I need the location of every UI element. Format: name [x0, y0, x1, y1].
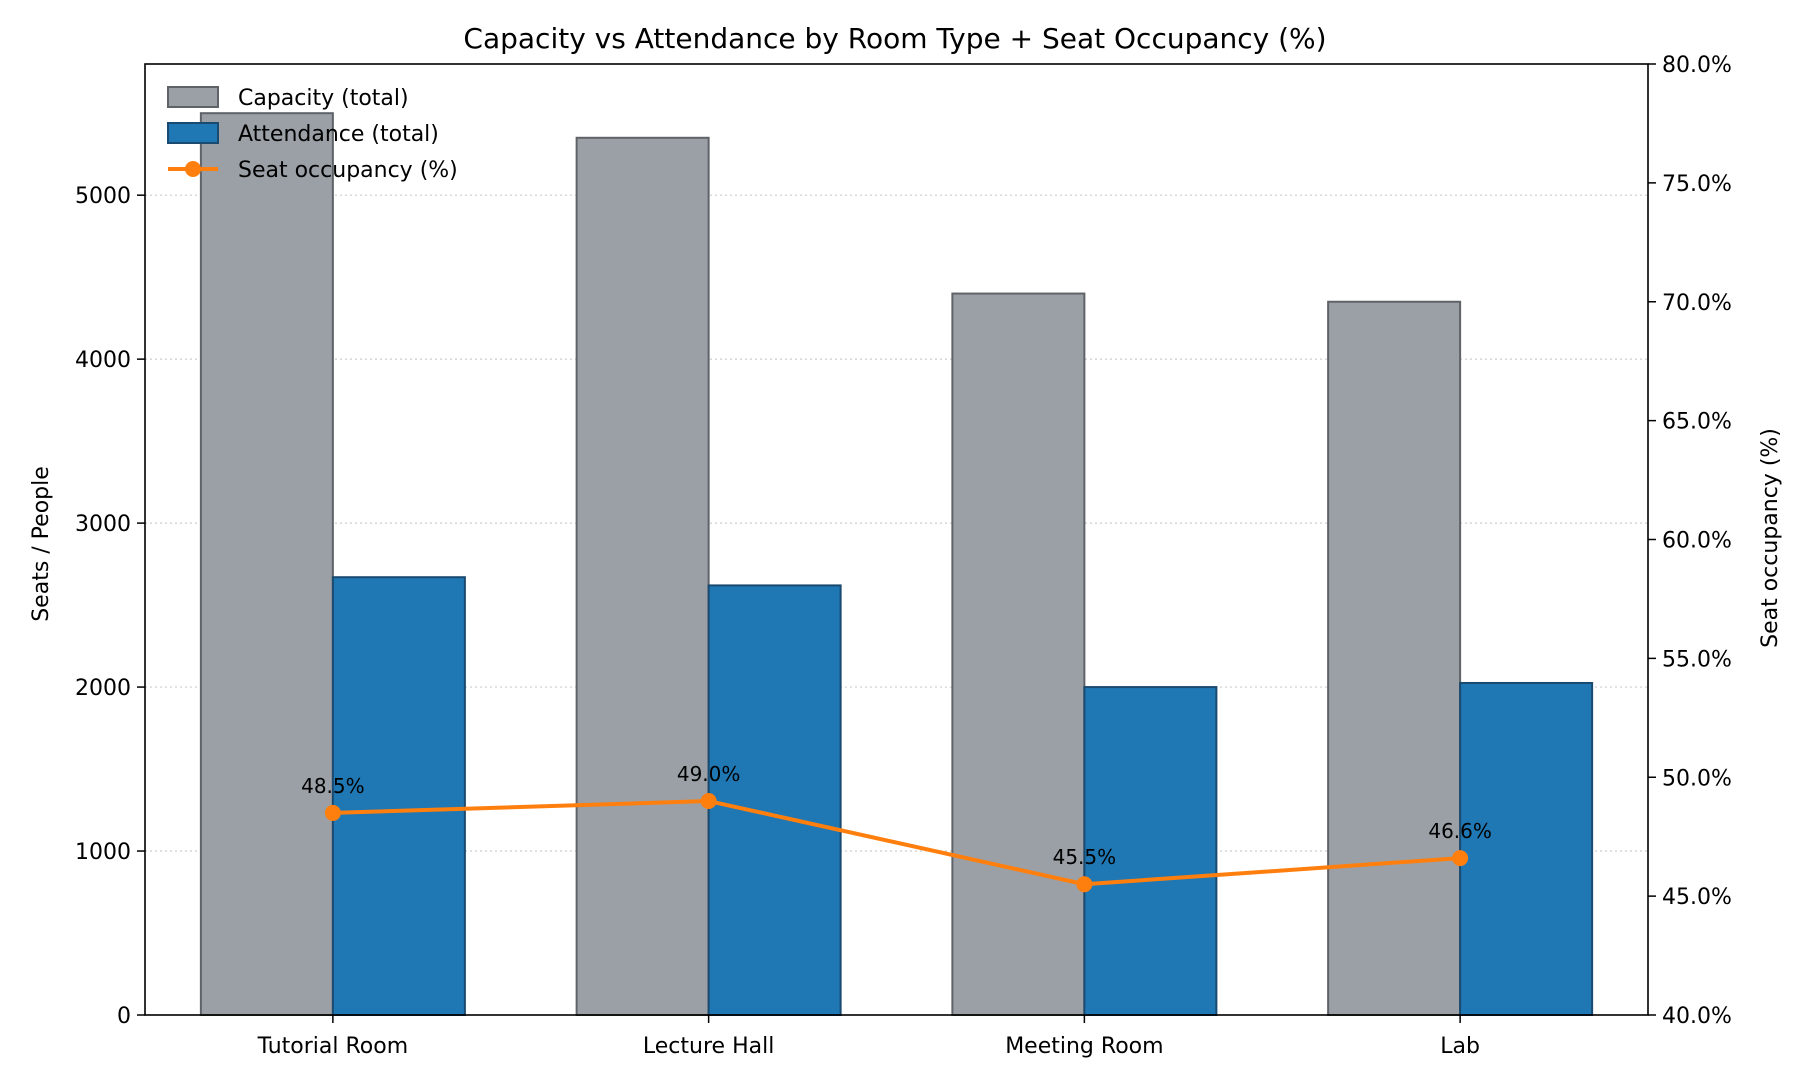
occupancy-line-path — [332, 799, 1461, 887]
legend: Capacity (total) Attendance (total) Seat o… — [167, 86, 458, 183]
attendance-bar — [331, 576, 466, 1017]
y2-tick-label: 75.0% — [1662, 172, 1732, 197]
occupancy-data-label: 46.6% — [1428, 819, 1492, 843]
capacity-bar — [951, 292, 1086, 1017]
y-tick-label: 0 — [117, 1004, 131, 1029]
y-axis-title: Seats / People — [29, 466, 54, 622]
attendance-bar — [707, 584, 842, 1016]
legend-swatch-attendance — [167, 122, 219, 144]
occupancy-point — [1076, 876, 1093, 893]
x-tick-label: Lecture Hall — [643, 1034, 774, 1059]
attendance-bar — [1083, 686, 1218, 1016]
occupancy-data-label: 49.0% — [677, 762, 741, 786]
y2-tick-label: 45.0% — [1662, 885, 1732, 910]
legend-label-capacity: Capacity (total) — [238, 86, 409, 111]
y2-axis-title: Seat occupancy (%) — [1758, 428, 1783, 648]
occupancy-line — [324, 793, 1469, 893]
axes: 0 1000 2000 3000 4000 5000 40.0% 45.0% 50.0% 55.0… — [75, 53, 1732, 1059]
capacity-bar — [575, 136, 710, 1016]
legend-swatch-occupancy-marker — [185, 161, 201, 177]
occupancy-data-label: 48.5% — [301, 774, 365, 798]
x-tick-label: Tutorial Room — [257, 1034, 409, 1059]
y2-tick-label: 50.0% — [1662, 766, 1732, 791]
x-tick-label: Lab — [1440, 1034, 1480, 1059]
chart-title: Capacity vs Attendance by Room Type + Se… — [463, 22, 1326, 55]
capacity-bar — [1327, 300, 1462, 1016]
legend-label-occupancy: Seat occupancy (%) — [238, 158, 458, 183]
y-tick-label: 2000 — [75, 676, 131, 701]
occupancy-data-label: 45.5% — [1053, 845, 1117, 869]
y2-tick-label: 60.0% — [1662, 529, 1732, 554]
y2-tick-label: 55.0% — [1662, 647, 1732, 672]
capacity-bar — [199, 112, 334, 1017]
x-tick-label: Meeting Room — [1005, 1034, 1163, 1059]
legend-swatch-capacity — [167, 86, 219, 108]
bars — [199, 112, 1594, 1017]
occupancy-point — [1452, 850, 1469, 867]
y2-tick-label: 70.0% — [1662, 291, 1732, 316]
occupancy-point — [324, 804, 341, 821]
y-tick-label: 3000 — [75, 512, 131, 537]
attendance-bar — [1459, 681, 1594, 1017]
y-tick-label: 1000 — [75, 840, 131, 865]
y2-tick-label: 40.0% — [1662, 1004, 1732, 1029]
y2-tick-label: 65.0% — [1662, 410, 1732, 435]
y-tick-label: 4000 — [75, 348, 131, 373]
data-labels: 48.5% 49.0% 45.5% 46.6% — [301, 762, 1492, 869]
legend-label-attendance: Attendance (total) — [238, 122, 439, 147]
y-tick-label: 5000 — [75, 184, 131, 209]
y2-tick-label: 80.0% — [1662, 53, 1732, 78]
occupancy-point — [700, 793, 717, 810]
